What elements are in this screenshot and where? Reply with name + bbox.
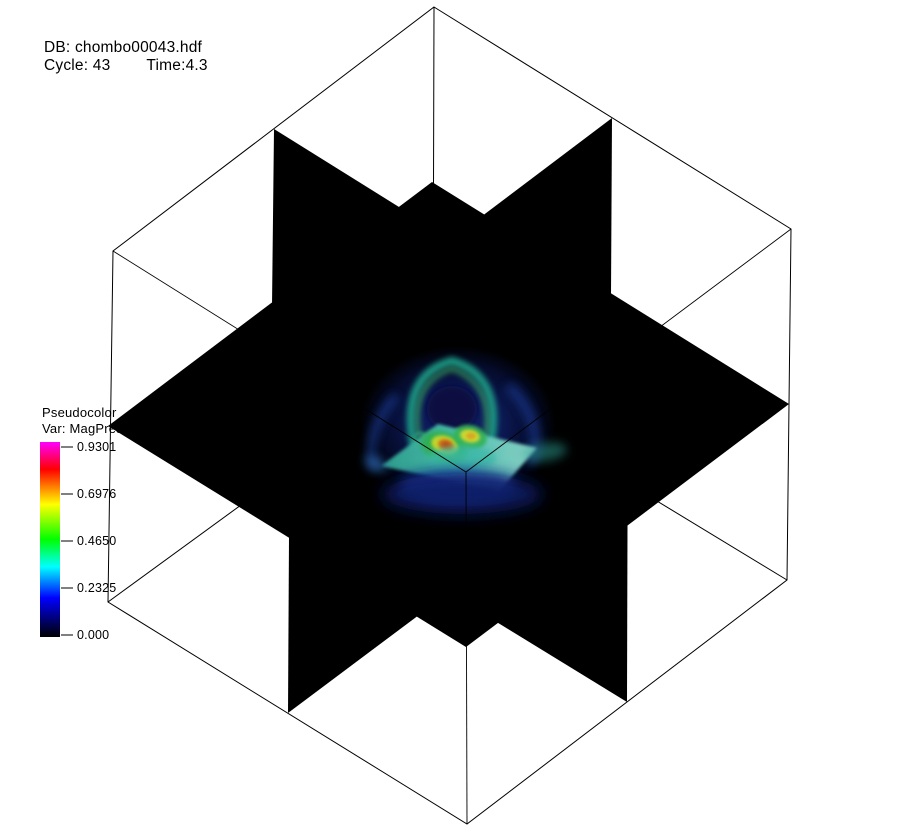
legend-tick-3: 0.4650 [77,534,117,548]
legend-variable: Var: MagPressure [42,420,149,436]
legend-tick-4: 0.2325 [77,581,117,595]
legend-tick-marks [61,446,73,636]
legend-plot-type: Pseudocolor [42,405,117,420]
legend-tick-max: 0.9301 [77,440,117,454]
pseudocolor-feature [360,346,567,514]
time-label: Time:4.3 [146,57,208,74]
cycle-label: Cycle: 43 [44,57,111,74]
database-name: DB: chombo00043.hdf [44,39,203,56]
legend-tick-min: 0.000 [77,628,110,642]
database-annotation: DB: chombo00043.hdf Cycle: 43 Time:4.3 [44,39,208,75]
legend-colorbar [40,442,73,637]
legend-title-block: Pseudocolor Var: MagPressure [42,405,149,436]
wireframe-front-edges [112,228,792,825]
legend-tick-2: 0.6976 [77,487,117,501]
